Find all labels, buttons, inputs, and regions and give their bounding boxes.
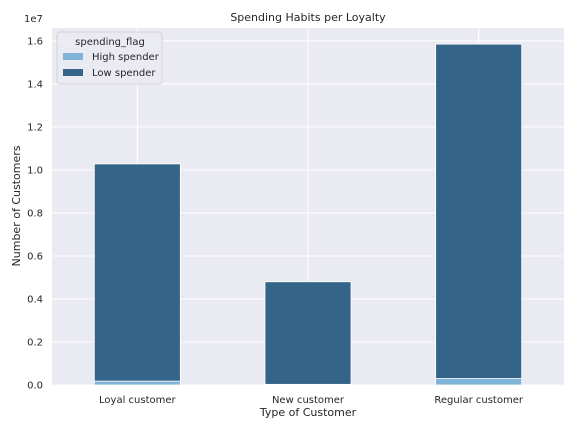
legend-swatch-high-spender: [63, 53, 83, 60]
y-tick-labels: 0.0 0.2 0.4 0.6 0.8 1.0 1.2 1.4 1.6: [27, 36, 43, 391]
y-axis-title: Number of Customers: [10, 145, 23, 266]
legend-label-low-spender: Low spender: [92, 68, 156, 79]
x-tick-label: Regular customer: [434, 395, 524, 406]
y-tick-label: 0.8: [27, 208, 43, 219]
y-tick-label: 1.4: [27, 79, 43, 90]
y-tick-label: 0.6: [27, 251, 43, 262]
y-tick-label: 1.2: [27, 122, 43, 133]
x-tick-label: New customer: [272, 395, 345, 406]
legend: spending_flag High spender Low spender: [56, 31, 163, 85]
bar-low-spender-regular-customer: [435, 43, 523, 379]
bar-high-spender-regular-customer: [435, 378, 523, 386]
legend-swatch-low-spender: [63, 69, 83, 76]
y-tick-label: 1.0: [27, 165, 43, 176]
x-tick-labels: Loyal customer New customer Regular custom…: [99, 395, 524, 406]
y-tick-label: 0.4: [27, 294, 43, 305]
bars: [93, 43, 523, 386]
y-tick-label: 1.6: [27, 36, 43, 47]
legend-box: [56, 31, 163, 85]
x-axis-title: Type of Customer: [259, 406, 357, 419]
chart-title: Spending Habits per Loyalty: [230, 11, 386, 24]
y-tick-label: 0.0: [27, 381, 43, 392]
y-tick-label: 0.2: [27, 337, 43, 348]
x-tick-label: Loyal customer: [99, 395, 176, 406]
bar-high-spender-loyal-customer: [93, 380, 181, 386]
y-offset-label: 1e7: [24, 14, 43, 25]
legend-title: spending_flag: [75, 37, 145, 48]
legend-label-high-spender: High spender: [92, 52, 160, 63]
bar-low-spender-loyal-customer: [93, 163, 181, 382]
bar-low-spender-new-customer: [264, 281, 352, 385]
